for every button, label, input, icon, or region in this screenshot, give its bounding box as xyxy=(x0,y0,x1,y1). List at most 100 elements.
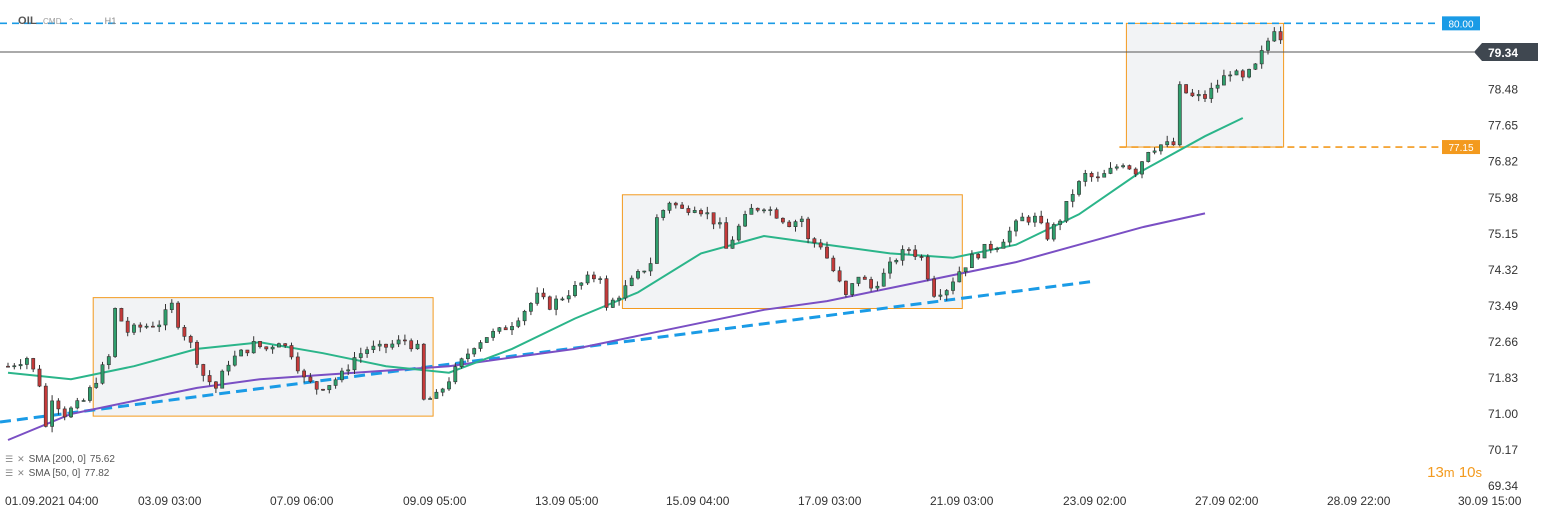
x-tick-label: 13.09 05:00 xyxy=(535,494,599,508)
candle-body xyxy=(163,309,168,326)
candle-body xyxy=(195,341,199,365)
indicator-label: SMA [50, 0] xyxy=(28,468,81,479)
candle-body xyxy=(617,297,622,301)
candle-body xyxy=(1045,222,1050,240)
candle-body xyxy=(434,391,439,399)
candle-body xyxy=(711,212,716,225)
candle-body xyxy=(371,345,376,350)
timer-seconds-unit: s xyxy=(1475,465,1483,480)
y-tick-label: 77.65 xyxy=(1488,118,1518,132)
indicator-label: SMA [200, 0] xyxy=(28,454,86,465)
level-badge-label: 77.15 xyxy=(1448,143,1473,154)
candle-body xyxy=(56,400,61,410)
instrument-header[interactable]: OIL CMD ⌃ H1 xyxy=(18,15,117,27)
candle-body xyxy=(806,218,811,240)
price-axis[interactable]: 78.48 77.65 76.82 75.98 75.15 74.32 73.49 72.66… xyxy=(1488,82,1518,493)
candle-body xyxy=(226,364,231,372)
close-icon[interactable]: ✕ xyxy=(17,468,25,478)
candle-body xyxy=(554,298,559,310)
x-tick-label: 23.09 02:00 xyxy=(1063,494,1127,508)
candle-body xyxy=(447,381,451,390)
candle-body xyxy=(888,261,892,274)
candle-body xyxy=(768,209,773,211)
candle-body xyxy=(1247,68,1252,78)
candle-body xyxy=(1077,181,1081,195)
candle-body xyxy=(541,292,546,298)
candle-body xyxy=(673,202,678,206)
candle-body xyxy=(138,324,143,328)
candle-body xyxy=(1177,84,1182,146)
candle-body xyxy=(1215,84,1220,89)
timer-minutes: 13 xyxy=(1427,464,1444,481)
candle-body xyxy=(1007,230,1012,243)
candle-body xyxy=(176,302,181,328)
sma50-line xyxy=(7,117,1244,381)
candle-body xyxy=(604,278,609,308)
candle-body xyxy=(421,343,426,400)
candle-body xyxy=(1240,70,1245,78)
candle-body xyxy=(24,358,29,365)
candle-body xyxy=(667,202,672,211)
candle-body xyxy=(18,364,23,367)
candle-body xyxy=(1026,216,1031,223)
timeframe-label[interactable]: H1 xyxy=(104,16,117,26)
instrument-type: CMD xyxy=(42,17,62,26)
candle-body xyxy=(1184,84,1189,94)
candle-body xyxy=(988,243,993,250)
candle-body xyxy=(43,385,48,427)
candle-body xyxy=(610,299,615,308)
candle-body xyxy=(787,221,792,227)
chevron-up-icon[interactable]: ⌃ xyxy=(67,17,75,26)
x-tick-label: 17.09 03:00 xyxy=(798,494,862,508)
candle-body xyxy=(377,343,382,347)
candle-body xyxy=(837,270,842,282)
candle-body xyxy=(352,357,357,371)
candle-body xyxy=(1096,176,1100,179)
candle-body xyxy=(75,400,80,409)
time-axis[interactable]: 01.09.2021 04:00 03.09 03:00 07.09 06:00 09… xyxy=(5,494,1522,508)
y-tick-label: 75.98 xyxy=(1488,191,1518,205)
y-tick-label: 73.49 xyxy=(1488,299,1518,313)
candle-body xyxy=(881,272,886,287)
candle-body xyxy=(214,381,218,389)
candle-body xyxy=(510,326,514,331)
candle-body xyxy=(1196,94,1201,97)
candle-body xyxy=(491,331,496,338)
candle-body xyxy=(925,256,930,280)
close-icon[interactable]: ✕ xyxy=(17,454,25,464)
candle-body xyxy=(579,282,584,286)
x-tick-label: 30.09 15:00 xyxy=(1458,494,1522,508)
candle-body xyxy=(245,349,250,354)
candle-body xyxy=(957,271,962,283)
level-lines xyxy=(0,22,1474,148)
candle-body xyxy=(346,369,351,372)
candle-body xyxy=(201,364,206,376)
candle-body xyxy=(1222,75,1226,86)
candle-body xyxy=(31,358,36,370)
consolidation-zones xyxy=(92,22,1285,417)
candle-body xyxy=(251,341,256,354)
candle-body xyxy=(1272,31,1277,42)
x-tick-label: 09.09 05:00 xyxy=(403,494,467,508)
indicator-legend-sma200[interactable]: ☰ ✕ SMA [200, 0] 75.62 xyxy=(5,454,115,465)
candle-body xyxy=(132,324,136,333)
candle-body xyxy=(6,365,10,368)
candle-body xyxy=(339,370,344,381)
x-tick-label: 03.09 03:00 xyxy=(138,494,202,508)
menu-lines-icon[interactable]: ☰ xyxy=(5,454,14,464)
candle-body xyxy=(528,303,533,312)
candle-body xyxy=(125,320,130,333)
indicator-legend-sma50[interactable]: ☰ ✕ SMA [50, 0] 77.82 xyxy=(5,468,109,479)
trendline-layer xyxy=(0,280,1092,424)
menu-lines-icon[interactable]: ☰ xyxy=(5,468,14,478)
candle-body xyxy=(1165,141,1170,146)
candle-body xyxy=(1033,215,1037,223)
current-price-label: 79.34 xyxy=(1488,46,1518,60)
candle-body xyxy=(415,343,420,350)
candle-body xyxy=(516,320,521,327)
candle-body xyxy=(535,292,540,304)
candle-body xyxy=(220,370,225,389)
candle-body xyxy=(724,222,729,249)
